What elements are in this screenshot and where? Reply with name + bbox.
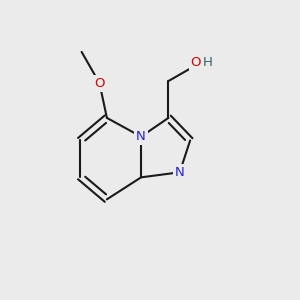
Text: N: N bbox=[175, 166, 184, 179]
Text: O: O bbox=[94, 76, 105, 90]
Text: H: H bbox=[202, 56, 212, 69]
Text: N: N bbox=[136, 130, 146, 143]
Text: O: O bbox=[190, 56, 201, 69]
